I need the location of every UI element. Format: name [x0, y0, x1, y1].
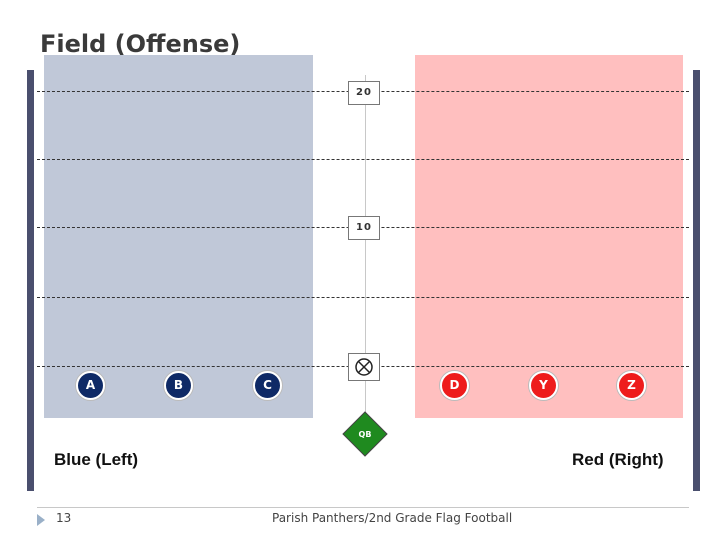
player-red-d: D [440, 371, 469, 400]
yard-marker-10: 10 [348, 216, 380, 240]
red-zone [415, 55, 683, 418]
player-blue-a: A [76, 371, 105, 400]
blue-zone [44, 55, 313, 418]
yard-line [37, 297, 689, 298]
field-boundary-right [693, 70, 700, 491]
qb-player: QB [342, 411, 388, 457]
yard-marker-20: 20 [348, 81, 380, 105]
qb-label: QB [359, 430, 372, 439]
center-line [365, 75, 366, 437]
ball-spot-icon [355, 358, 373, 376]
footer-text: Parish Panthers/2nd Grade Flag Football [272, 511, 513, 525]
field-boundary-left [27, 70, 34, 491]
footer-divider [37, 507, 689, 508]
blue-side-label: Blue (Left) [54, 450, 139, 469]
player-blue-c: C [253, 371, 282, 400]
player-blue-b: B [164, 371, 193, 400]
ball-spot-marker [348, 353, 380, 381]
red-side-label: Red (Right) [572, 450, 664, 469]
yard-line [37, 159, 689, 160]
player-red-y: Y [529, 371, 558, 400]
slide-title: Field (Offense) [40, 30, 241, 58]
slide-number: 13 [56, 511, 72, 525]
player-red-z: Z [617, 371, 646, 400]
footer-arrow-icon [37, 514, 45, 526]
